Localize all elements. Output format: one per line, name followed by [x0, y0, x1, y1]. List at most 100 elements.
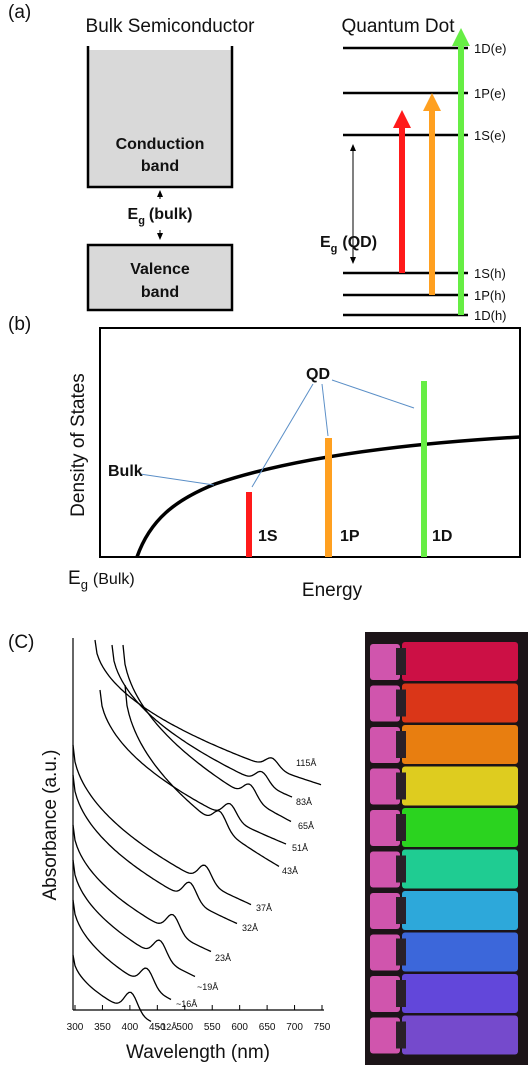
arrow-head: [423, 93, 441, 111]
vial-body: [402, 808, 518, 847]
leader-line: [251, 383, 314, 488]
x-tick-label: 600: [231, 1022, 248, 1033]
panel-label: (C): [8, 632, 34, 653]
vial-cap: [370, 727, 400, 763]
size-label: 23Å: [215, 953, 231, 963]
x-tick-label: 400: [122, 1022, 139, 1033]
peak-label: 1S: [258, 528, 278, 545]
leader-line: [331, 379, 415, 409]
gap-subscript: g: [81, 577, 88, 592]
x-tick-label: 550: [204, 1022, 221, 1033]
gap-symbol: E: [68, 568, 81, 589]
size-label: 43Å: [282, 866, 298, 876]
panel-label: (a): [8, 2, 31, 23]
qd-state-bar: [246, 492, 252, 557]
size-label: 32Å: [242, 923, 258, 933]
vial-neck: [396, 731, 406, 758]
qd-title: Quantum Dot: [342, 16, 456, 37]
vial-cap: [370, 934, 400, 971]
vial-cap: [370, 976, 400, 1012]
y-axis-label: Absorbance (a.u.): [40, 749, 61, 900]
vial-neck: [396, 648, 406, 675]
vial-cap: [370, 644, 400, 680]
transition-arrow: [458, 44, 464, 315]
gap-label: Eg (Bulk): [68, 568, 135, 592]
x-ticks: 300 350 400 450 500 550 600 650 700 750: [67, 1005, 331, 1033]
size-label: ~16Å: [176, 999, 197, 1009]
band-label: band: [141, 284, 179, 301]
energy-levels: 1D(e) 1P(e) 1S(e) 1S(h) 1P(h) 1D(h): [343, 41, 507, 323]
vial-body: [402, 1015, 518, 1055]
spectrum: [72, 774, 238, 925]
panel-label: (b): [8, 314, 31, 335]
vial-body: [402, 683, 518, 723]
level-label: 1P(h): [474, 288, 506, 303]
band-label: Conduction: [116, 136, 205, 153]
size-label: ~12Å: [156, 1022, 177, 1032]
vial-neck: [396, 1021, 406, 1049]
vial-neck: [396, 897, 406, 924]
vial-neck: [396, 855, 406, 883]
vial-cap: [370, 685, 400, 722]
level-label: 1D(e): [474, 41, 507, 56]
level-label: 1S(h): [474, 266, 506, 281]
vials: [370, 642, 518, 1055]
bulk-label: Bulk: [108, 463, 143, 480]
vial-neck: [396, 772, 406, 800]
vial-body: [402, 725, 518, 764]
gap-symbol: E: [320, 234, 331, 251]
size-label: 37Å: [256, 903, 272, 913]
size-label: 51Å: [292, 843, 308, 853]
spectrum: [124, 684, 280, 867]
y-axis-label: Density of States: [68, 373, 89, 517]
bulk-title: Bulk Semiconductor: [86, 16, 256, 37]
vial-body: [402, 932, 518, 972]
leader-line: [321, 383, 329, 437]
arrow-head: [393, 110, 411, 128]
peak-label: 1D: [432, 528, 452, 545]
x-tick-label: 650: [259, 1022, 276, 1033]
gap-label: Eg (bulk): [128, 206, 193, 227]
x-tick-label: 500: [176, 1022, 193, 1033]
level-label: 1S(e): [474, 128, 506, 143]
transition-arrow: [399, 126, 405, 273]
vial-neck: [396, 689, 406, 717]
spectrum: [99, 689, 287, 845]
transition-arrow: [429, 109, 435, 295]
size-label: 65Å: [298, 821, 314, 831]
leader-line: [139, 473, 215, 486]
gap-text: (QD): [342, 234, 377, 251]
spectra: 115Å 83Å 65Å 51Å 43Å 37Å 32Å 23Å ~19Å~16Å ~12Å: [72, 639, 322, 1032]
x-tick-label: 450: [149, 1022, 166, 1033]
arrow-head: [452, 28, 470, 46]
vial-neck: [396, 980, 406, 1007]
gap-text: (bulk): [149, 206, 193, 223]
spectrum: [72, 899, 172, 1001]
conduction-band-box: [88, 50, 232, 187]
x-tick-label: 700: [286, 1022, 303, 1033]
gap-symbol: E: [128, 206, 139, 223]
band-label: Valence: [130, 261, 190, 278]
gap-subscript: g: [331, 243, 338, 255]
vial-cap: [370, 851, 400, 888]
qd-label: QD: [306, 366, 330, 383]
x-tick-label: 300: [67, 1022, 84, 1033]
spectrum: [111, 644, 293, 798]
vial-body: [402, 849, 518, 889]
spectrum: [94, 639, 322, 786]
vial-cap: [370, 1017, 400, 1054]
gap-text: (Bulk): [93, 571, 135, 588]
vial-body: [402, 891, 518, 930]
level-label: 1P(e): [474, 86, 506, 101]
qd-state-bar: [325, 438, 332, 557]
peak-label: 1P: [340, 528, 360, 545]
x-tick-label: 750: [314, 1022, 331, 1033]
x-tick-label: 350: [94, 1022, 111, 1033]
band-label: band: [141, 158, 179, 175]
x-axis-label: Wavelength (nm): [126, 1042, 270, 1063]
vial-body: [402, 766, 518, 806]
gap-subscript: g: [138, 215, 145, 227]
vial-body: [402, 974, 518, 1013]
spectrum: [72, 824, 212, 953]
